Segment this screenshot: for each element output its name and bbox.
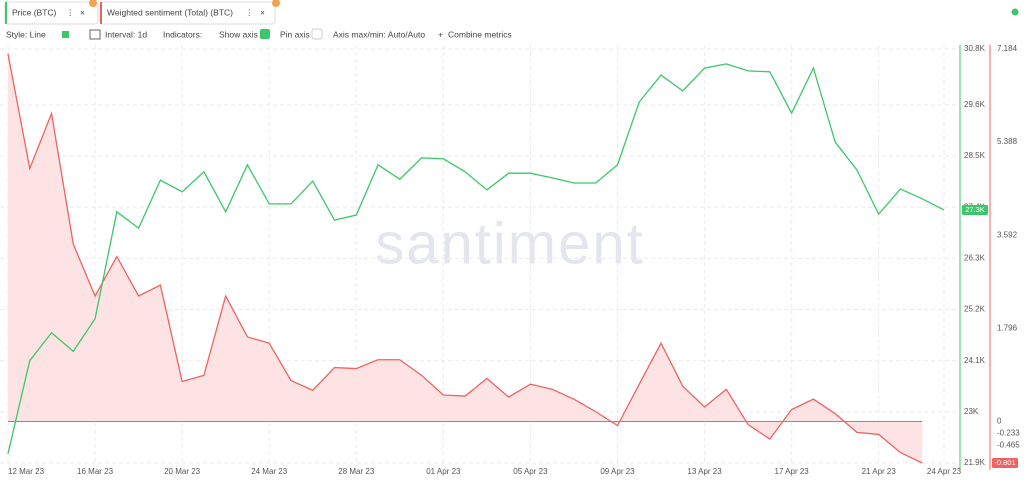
close-icon[interactable]: × — [80, 7, 85, 17]
last-value-label: -0.801 — [994, 458, 1015, 467]
pin-axis-checkbox[interactable] — [311, 28, 323, 40]
x-tick-label: 21 Apr 23 — [862, 467, 897, 476]
close-icon[interactable]: × — [260, 7, 265, 17]
y-tick-label: 26.3K — [964, 253, 986, 262]
show-axis-label: Show axis — [219, 29, 258, 39]
x-tick-label: 20 Mar 23 — [164, 467, 201, 476]
sentiment-area — [8, 53, 923, 464]
style-select[interactable]: Style: Line — [6, 29, 46, 39]
x-tick-label: 12 Mar 23 — [8, 467, 45, 476]
x-tick-label: 24 Apr 23 — [927, 467, 962, 476]
tab-label: Price (BTC) — [12, 7, 57, 17]
combine-button[interactable]: Combine metrics — [448, 29, 512, 39]
menu-icon[interactable]: ⋮ — [66, 7, 75, 17]
indicators-select[interactable]: Indicators: — [163, 29, 202, 39]
interval-select[interactable]: Interval: 1d — [105, 29, 147, 39]
x-tick-label: 16 Mar 23 — [77, 467, 114, 476]
last-value-label: 27.3K — [965, 205, 985, 214]
calendar-icon[interactable] — [89, 29, 101, 40]
watermark: santiment — [375, 211, 644, 276]
y2-tick-label: 7.184 — [997, 44, 1018, 53]
menu-icon[interactable]: ⋮ — [245, 7, 254, 17]
y-tick-label: 24.1K — [964, 356, 986, 365]
show-axis-checkbox[interactable] — [260, 29, 270, 39]
x-tick-label: 09 Apr 23 — [600, 467, 635, 476]
tab-marker — [5, 2, 7, 24]
y-tick-label: 30.8K — [964, 44, 986, 53]
tab-marker — [100, 2, 102, 24]
plus-icon: + — [438, 29, 443, 39]
badge — [272, 0, 280, 7]
last-value-badge — [992, 458, 1018, 468]
x-tick-label: 24 Mar 23 — [251, 467, 288, 476]
y2-tick-label: 3.592 — [997, 230, 1018, 239]
y2-tick-label: -0.465 — [997, 441, 1020, 450]
y-tick-label: 29.6K — [964, 100, 986, 109]
color-picker[interactable] — [62, 31, 69, 38]
pin-axis-label: Pin axis — [280, 29, 310, 39]
status-dot — [1011, 8, 1019, 16]
last-value-badge — [962, 204, 988, 215]
y2-tick-label: 1.796 — [997, 323, 1018, 332]
series-line — [7, 63, 945, 454]
y2-tick-label: -0.233 — [997, 429, 1020, 438]
x-tick-label: 05 Apr 23 — [513, 467, 548, 476]
badge — [89, 0, 97, 7]
y-tick-label: 21.9K — [964, 458, 986, 467]
x-tick-label: 28 Mar 23 — [338, 467, 375, 476]
y2-tick-label: 0 — [997, 417, 1002, 426]
y-tick-label: 23K — [964, 407, 979, 416]
y2-tick-label: 5.388 — [997, 137, 1018, 146]
y-tick-label: 28.5K — [964, 151, 986, 160]
axis-minmax-select[interactable]: Axis max/min: Auto/Auto — [333, 29, 425, 39]
x-tick-label: 13 Apr 23 — [687, 467, 722, 476]
x-tick-label: 17 Apr 23 — [775, 467, 810, 476]
y-tick-label: 25.2K — [964, 305, 986, 314]
series-line — [7, 53, 923, 464]
x-tick-label: 01 Apr 23 — [426, 467, 461, 476]
tab-label: Weighted sentiment (Total) (BTC) — [107, 7, 233, 17]
